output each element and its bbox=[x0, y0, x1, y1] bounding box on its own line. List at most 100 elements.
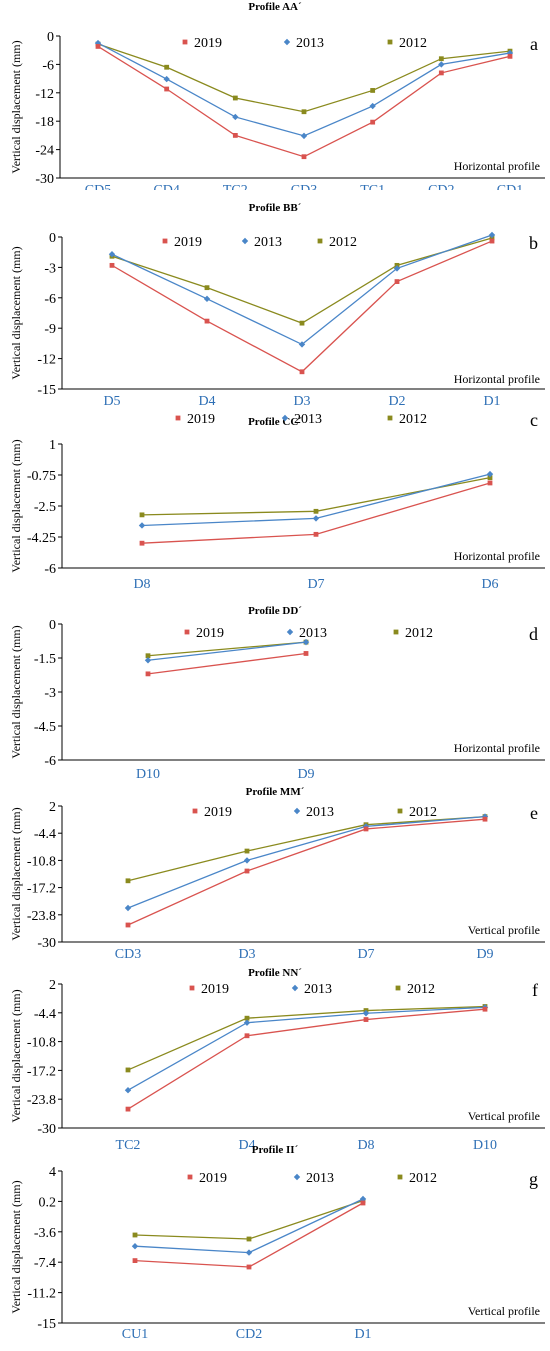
profile-type-note: Vertical profile bbox=[468, 923, 540, 937]
legend-marker-2013 bbox=[293, 1173, 301, 1181]
legend-marker-2012 bbox=[393, 629, 399, 635]
data-point-2012 bbox=[244, 848, 250, 854]
data-point-2012 bbox=[438, 56, 444, 62]
y-tick-label: -23.8 bbox=[27, 1093, 56, 1108]
y-tick-label: -10.8 bbox=[27, 854, 56, 869]
data-point-2012 bbox=[301, 109, 307, 115]
y-tick-label: -6 bbox=[44, 754, 56, 769]
y-tick-label: -30 bbox=[35, 172, 54, 187]
x-tick-label: D7 bbox=[357, 947, 374, 962]
data-point-2013 bbox=[393, 265, 401, 272]
data-point-2012 bbox=[204, 285, 210, 291]
y-tick-label: -9 bbox=[44, 322, 56, 337]
y-tick-label: -17.2 bbox=[27, 1064, 56, 1079]
chart-panel-d: Profile DD´ 0 -1.5 -3 -4.5 -6 Vertical displac… bbox=[0, 602, 550, 782]
legend-marker-2019 bbox=[182, 39, 188, 45]
legend-label-2013: 2013 bbox=[306, 1171, 334, 1186]
chart-a: Profile AA´ 0 -6 -12 -18 -24 -30 Vertical displ… bbox=[9, 1, 545, 198]
x-tick-label: D8 bbox=[357, 1138, 374, 1153]
data-point-2013 bbox=[108, 251, 116, 258]
y-tick-label: -4.25 bbox=[27, 531, 56, 546]
data-point-2019 bbox=[164, 86, 170, 92]
data-point-2019 bbox=[204, 318, 210, 324]
data-point-2019 bbox=[109, 262, 115, 268]
data-point-2013 bbox=[245, 1249, 253, 1256]
legend-marker-2019 bbox=[192, 808, 198, 814]
data-point-2013 bbox=[488, 231, 496, 239]
data-point-2019 bbox=[482, 816, 488, 822]
x-tick-label: CD3 bbox=[291, 183, 317, 190]
data-point-2013 bbox=[124, 904, 132, 912]
data-point-2013 bbox=[486, 470, 494, 478]
data-point-2019 bbox=[360, 1200, 366, 1206]
profile-type-note: Horizontal profile bbox=[454, 159, 540, 173]
y-tick-label: -30 bbox=[37, 1122, 56, 1137]
legend-label-2019: 2019 bbox=[194, 36, 222, 51]
y-axis-label: Vertical displacement (mm) bbox=[9, 1180, 23, 1313]
series-line-2019 bbox=[111, 240, 493, 373]
y-tick-label: -15 bbox=[37, 1317, 56, 1332]
chart-panel-g: Profile II´ 4 0.2 -3.6 -7.4 -11.2 -15 Vertical … bbox=[0, 1143, 550, 1346]
data-point-2012 bbox=[370, 88, 376, 93]
panel-letter: b bbox=[529, 233, 538, 253]
profile-type-note: Horizontal profile bbox=[454, 741, 540, 755]
chart-panel-f: Profile NN´ 2 -4.4 -10.8 -17.2 -23.8 -30 Vertic… bbox=[0, 964, 550, 1156]
data-point-2013 bbox=[312, 515, 320, 522]
y-tick-label: 1 bbox=[49, 438, 56, 453]
x-tick-label: TC2 bbox=[116, 1138, 141, 1153]
data-point-2019 bbox=[139, 540, 145, 546]
legend-label-2013: 2013 bbox=[294, 412, 322, 427]
y-axis-label: Vertical displacement (mm) bbox=[9, 439, 23, 572]
x-tick-label: D2 bbox=[388, 394, 405, 407]
data-point-2019 bbox=[370, 119, 376, 125]
panel-letter: g bbox=[529, 1169, 538, 1189]
y-axis-label: Vertical displacement (mm) bbox=[9, 40, 23, 173]
data-point-2019 bbox=[363, 826, 369, 832]
chart-panel-b: Profile BB´ 0 -3 -6 -9 -12 -15 Vertical displac… bbox=[0, 199, 550, 409]
data-point-2013 bbox=[481, 813, 489, 820]
legend-label-2013: 2013 bbox=[304, 982, 332, 997]
y-tick-label: -6 bbox=[44, 562, 56, 577]
y-tick-label: 0 bbox=[49, 231, 56, 246]
data-point-2013 bbox=[438, 61, 445, 68]
y-tick-label: -4.4 bbox=[34, 827, 56, 842]
legend-marker-2019 bbox=[189, 985, 195, 991]
series-line-2019 bbox=[147, 652, 307, 675]
legend-label-2012: 2012 bbox=[409, 805, 437, 820]
x-tick-label: D9 bbox=[476, 947, 493, 962]
chart-b: Profile BB´ 0 -3 -6 -9 -12 -15 Vertical displac… bbox=[9, 202, 545, 409]
legend-label-2019: 2019 bbox=[174, 235, 202, 250]
data-point-2019 bbox=[489, 238, 495, 244]
data-point-2019 bbox=[438, 70, 444, 76]
x-tick-label: D6 bbox=[481, 577, 498, 592]
legend-label-2012: 2012 bbox=[399, 412, 427, 427]
data-point-2012 bbox=[145, 653, 151, 659]
data-point-2013 bbox=[131, 1243, 139, 1250]
data-point-2012 bbox=[164, 64, 170, 70]
data-point-2013 bbox=[163, 75, 170, 83]
panel-letter: f bbox=[532, 980, 538, 1000]
x-tick-label: CU1 bbox=[122, 1327, 148, 1342]
data-point-2019 bbox=[125, 1106, 131, 1112]
series-line-2019 bbox=[127, 818, 486, 926]
series-line-2012 bbox=[134, 1199, 364, 1240]
chart-panel-a: Profile AA´ 0 -6 -12 -18 -24 -30 Vertical displ… bbox=[0, 0, 550, 198]
chart-title: Profile BB´ bbox=[249, 202, 302, 214]
x-tick-label: D8 bbox=[133, 577, 150, 592]
x-tick-label: CD1 bbox=[497, 183, 523, 190]
y-axis-label: Vertical displacement (mm) bbox=[9, 246, 23, 379]
data-point-2013 bbox=[243, 857, 251, 864]
data-point-2012 bbox=[132, 1232, 138, 1238]
data-point-2019 bbox=[244, 868, 250, 874]
y-tick-label: -3.6 bbox=[34, 1226, 56, 1241]
data-point-2013 bbox=[243, 1019, 251, 1026]
x-tick-label: CD3 bbox=[115, 947, 141, 962]
data-point-2012 bbox=[139, 512, 145, 518]
series-line-2012 bbox=[147, 641, 307, 657]
series-line-2012 bbox=[97, 43, 511, 113]
x-tick-label: D10 bbox=[473, 1138, 497, 1153]
x-tick-label: D1 bbox=[354, 1327, 371, 1342]
series-line-2012 bbox=[127, 1005, 486, 1071]
x-tick-label: TC1 bbox=[360, 183, 385, 190]
series-line-2013 bbox=[127, 815, 486, 909]
